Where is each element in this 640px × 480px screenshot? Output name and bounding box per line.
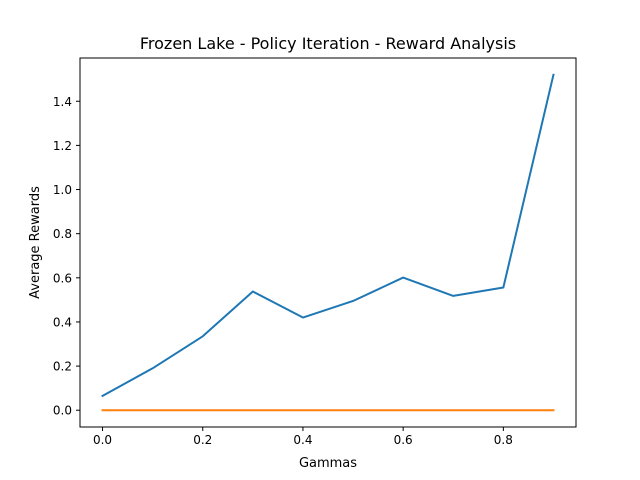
ticks-layer: 0.0 0.2 0.4 0.6 0.8 0.0 0.2 0.4 0.6 0.8 1.0 1.2 1.4 <box>53 95 513 447</box>
y-tick-label: 0.2 <box>53 360 72 374</box>
y-tick-label: 0.6 <box>53 271 72 285</box>
chart-title: Frozen Lake - Policy Iteration - Reward … <box>140 34 516 53</box>
axes-frame <box>79 57 577 428</box>
plot-area: 0.0 0.2 0.4 0.6 0.8 0.0 0.2 0.4 0.6 0.8 1.0 1.2 1.4 <box>53 57 577 447</box>
x-tick-label: 0.0 <box>93 433 112 447</box>
y-tick-label: 1.2 <box>53 139 72 153</box>
series-layer <box>101 73 555 412</box>
axes-background <box>80 58 576 427</box>
series-line-1 <box>101 73 555 398</box>
y-tick-label: 0.8 <box>53 227 72 241</box>
x-tick-label: 0.6 <box>394 433 413 447</box>
y-tick-label: 0.4 <box>53 315 72 329</box>
y-tick-label: 0.0 <box>53 404 72 418</box>
y-axis-label: Average Rewards <box>28 186 43 299</box>
y-tick-label: 1.0 <box>53 183 72 197</box>
x-axis-label: Gammas <box>299 456 357 471</box>
x-tick-label: 0.2 <box>193 433 212 447</box>
x-tick-label: 0.4 <box>293 433 312 447</box>
y-tick-label: 1.4 <box>53 95 72 109</box>
x-tick-label: 0.8 <box>494 433 513 447</box>
